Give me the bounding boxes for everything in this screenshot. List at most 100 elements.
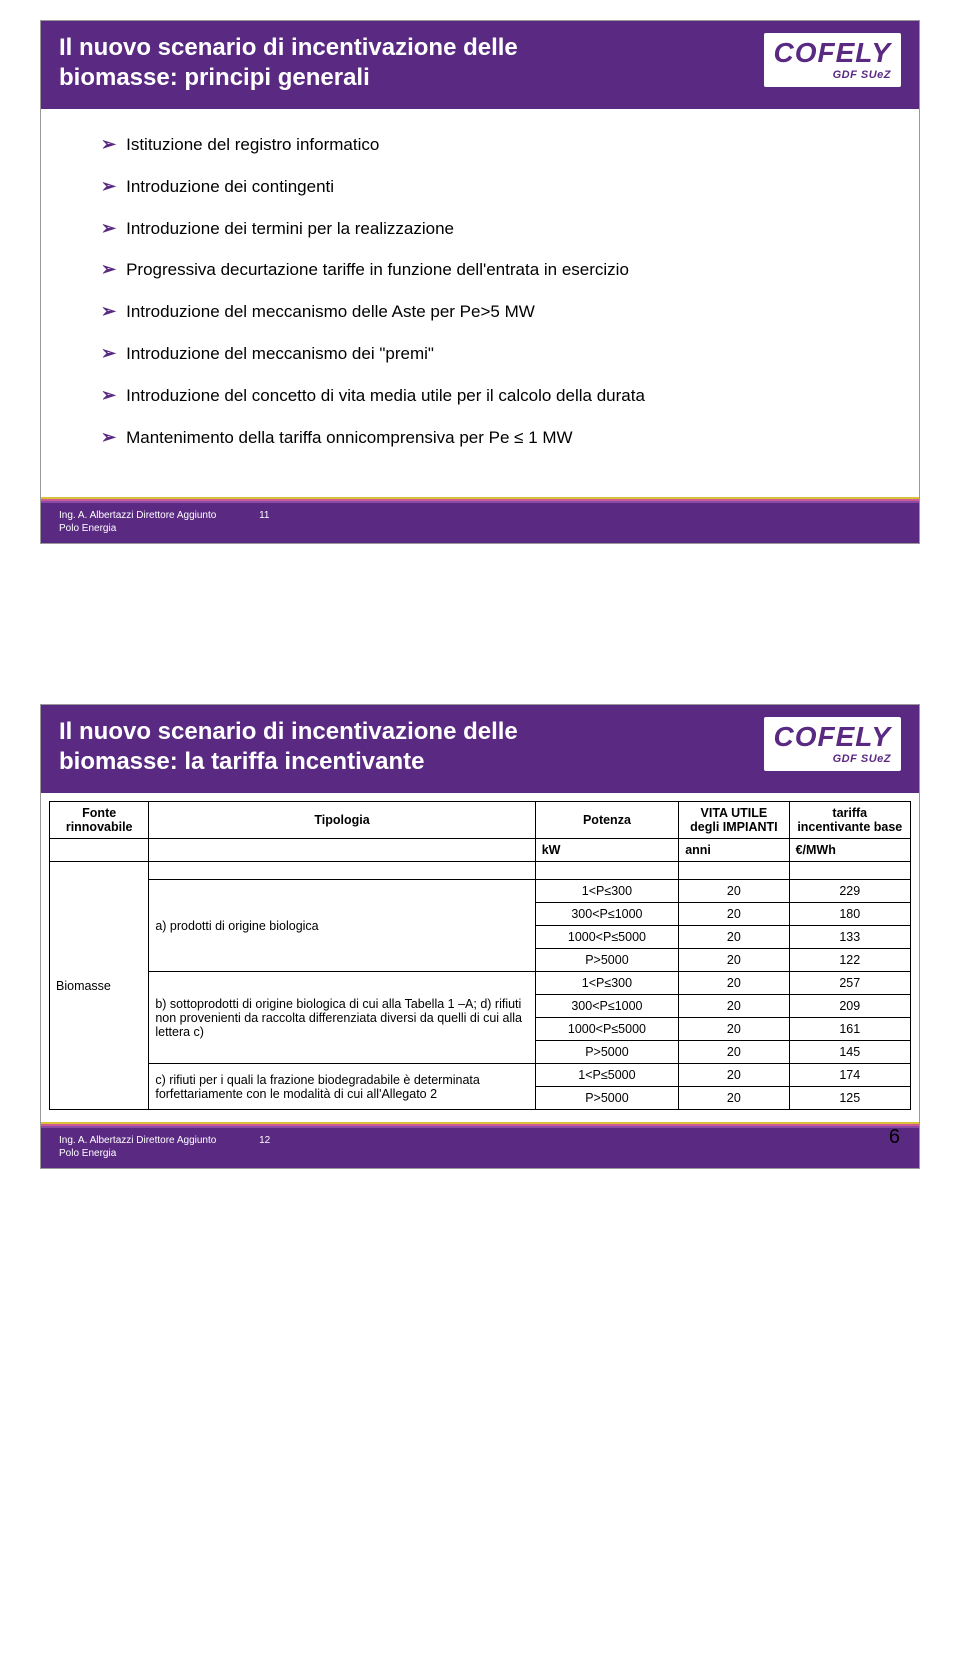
cell-tipologia-c: c) rifiuti per i quali la frazione biode… — [149, 1064, 535, 1110]
slide-2-header: Il nuovo scenario di incentivazione dell… — [41, 705, 919, 793]
slide-2-title-l1: Il nuovo scenario di incentivazione dell… — [59, 718, 518, 745]
logo-sub: GDF SUeZ — [774, 69, 891, 81]
table-row: c) rifiuti per i quali la frazione biode… — [50, 1064, 911, 1087]
footer-page-num: 12 — [259, 1135, 270, 1146]
bullet-text: Mantenimento della tariffa onnicomprensi… — [126, 426, 879, 450]
cell-vita: 20 — [679, 903, 789, 926]
slide-2-content: Fonte rinnovabile Tipologia Potenza VITA… — [41, 793, 919, 1118]
slide-1-header: Il nuovo scenario di incentivazione dell… — [41, 21, 919, 109]
cell-potenza: P>5000 — [535, 949, 679, 972]
bullet-item: ➢ Progressiva decurtazione tariffe in fun… — [101, 258, 879, 282]
cell-tariffa: 133 — [789, 926, 910, 949]
cell-vita: 20 — [679, 1064, 789, 1087]
bullet-text: Introduzione del meccanismo delle Aste p… — [126, 300, 879, 324]
cell-potenza: 1000<P≤5000 — [535, 926, 679, 949]
arrow-icon: ➢ — [101, 426, 116, 449]
th-tariffa: tariffa incentivante base — [789, 802, 910, 839]
cell-potenza: 1000<P≤5000 — [535, 1018, 679, 1041]
cell-tariffa: 122 — [789, 949, 910, 972]
arrow-icon: ➢ — [101, 342, 116, 365]
cell-tariffa: 257 — [789, 972, 910, 995]
slide-1-title: Il nuovo scenario di incentivazione dell… — [59, 33, 518, 93]
cell-fonte: Biomasse — [50, 862, 149, 1110]
cell-potenza: 300<P≤1000 — [535, 903, 679, 926]
table-spacer-row: Biomasse — [50, 862, 911, 880]
cell-tariffa: 161 — [789, 1018, 910, 1041]
bullet-text: Progressiva decurtazione tariffe in funz… — [126, 258, 879, 282]
arrow-icon: ➢ — [101, 258, 116, 281]
cell-potenza: 300<P≤1000 — [535, 995, 679, 1018]
slide-2-footer: Ing. A. Albertazzi Direttore Aggiunto 12… — [41, 1128, 919, 1168]
cell-potenza: 1<P≤5000 — [535, 1064, 679, 1087]
cell-potenza: P>5000 — [535, 1041, 679, 1064]
arrow-icon: ➢ — [101, 175, 116, 198]
logo-main: COFELY — [774, 37, 891, 69]
footer-credit-1: Ing. A. Albertazzi Direttore Aggiunto — [59, 1135, 216, 1146]
th-vita-utile: VITA UTILE degli IMPIANTI — [679, 802, 789, 839]
slide-2-title: Il nuovo scenario di incentivazione dell… — [59, 717, 518, 777]
bullet-item: ➢ Introduzione del meccanismo delle Aste … — [101, 300, 879, 324]
cell-vita: 20 — [679, 949, 789, 972]
slide-1-footer: Ing. A. Albertazzi Direttore Aggiunto 11… — [41, 503, 919, 543]
bullet-item: ➢ Introduzione dei termini per la realizz… — [101, 217, 879, 241]
cell-vita: 20 — [679, 1041, 789, 1064]
logo: COFELY GDF SUeZ — [764, 33, 901, 87]
cell-tariffa: 229 — [789, 880, 910, 903]
footer-credit: Ing. A. Albertazzi Direttore Aggiunto 11… — [59, 509, 270, 535]
table-row: a) prodotti di origine biologica 1<P≤300… — [50, 880, 911, 903]
arrow-icon: ➢ — [101, 133, 116, 156]
slide-2-title-l2: biomasse: la tariffa incentivante — [59, 748, 424, 775]
slide-1: Il nuovo scenario di incentivazione dell… — [40, 20, 920, 544]
table-row: b) sottoprodotti di origine biologica di… — [50, 972, 911, 995]
tariff-table-wrap: Fonte rinnovabile Tipologia Potenza VITA… — [41, 793, 919, 1118]
unit-tariffa: €/MWh — [789, 839, 910, 862]
logo-sub: GDF SUeZ — [774, 753, 891, 765]
footer-credit: Ing. A. Albertazzi Direttore Aggiunto 12… — [59, 1134, 270, 1160]
cell-tariffa: 125 — [789, 1087, 910, 1110]
page-number: 6 — [889, 1126, 900, 1149]
bullet-item: ➢ Istituzione del registro informatico — [101, 133, 879, 157]
cell-tariffa: 209 — [789, 995, 910, 1018]
cell-vita: 20 — [679, 926, 789, 949]
arrow-icon: ➢ — [101, 300, 116, 323]
unit-empty — [149, 839, 535, 862]
footer-page-num: 11 — [259, 510, 269, 521]
cell-tariffa: 145 — [789, 1041, 910, 1064]
bullet-text: Introduzione del concetto di vita media … — [126, 384, 879, 408]
arrow-icon: ➢ — [101, 217, 116, 240]
slide-1-content: ➢Istituzione del registro informatico ➢I… — [41, 109, 919, 487]
cell-potenza: P>5000 — [535, 1087, 679, 1110]
cell-tariffa: 174 — [789, 1064, 910, 1087]
bullet-text: Istituzione del registro informatico — [126, 133, 879, 157]
bullet-text: Introduzione dei termini per la realizza… — [126, 217, 879, 241]
logo: COFELY GDF SUeZ — [764, 717, 901, 771]
bullet-text: Introduzione del meccanismo dei "premi" — [126, 342, 879, 366]
tariff-table: Fonte rinnovabile Tipologia Potenza VITA… — [49, 801, 911, 1110]
cell-tariffa: 180 — [789, 903, 910, 926]
unit-vita-utile: anni — [679, 839, 789, 862]
cell-potenza: 1<P≤300 — [535, 972, 679, 995]
cell-vita: 20 — [679, 880, 789, 903]
unit-potenza: kW — [535, 839, 679, 862]
bullet-item: ➢ Introduzione dei contingenti — [101, 175, 879, 199]
page-container: Il nuovo scenario di incentivazione dell… — [0, 0, 960, 1169]
cell-potenza: 1<P≤300 — [535, 880, 679, 903]
bullet-item: ➢ Mantenimento della tariffa onnicomprens… — [101, 426, 879, 450]
slide-1-title-l2: biomasse: principi generali — [59, 64, 370, 91]
cell-tipologia-a: a) prodotti di origine biologica — [149, 880, 535, 972]
cell-tipologia-b: b) sottoprodotti di origine biologica di… — [149, 972, 535, 1064]
bullet-text: Introduzione dei contingenti — [126, 175, 879, 199]
footer-credit-1: Ing. A. Albertazzi Direttore Aggiunto — [59, 510, 216, 521]
th-tipologia: Tipologia — [149, 802, 535, 839]
logo-main: COFELY — [774, 721, 891, 753]
bullet-item: ➢ Introduzione del meccanismo dei "premi" — [101, 342, 879, 366]
th-fonte: Fonte rinnovabile — [50, 802, 149, 839]
slide-1-title-l1: Il nuovo scenario di incentivazione dell… — [59, 34, 518, 61]
cell-vita: 20 — [679, 1087, 789, 1110]
th-potenza: Potenza — [535, 802, 679, 839]
unit-empty — [50, 839, 149, 862]
cell-vita: 20 — [679, 1018, 789, 1041]
cell-vita: 20 — [679, 995, 789, 1018]
bullet-item: ➢Introduzione del concetto di vita media… — [101, 384, 879, 408]
slide-2: Il nuovo scenario di incentivazione dell… — [40, 704, 920, 1169]
